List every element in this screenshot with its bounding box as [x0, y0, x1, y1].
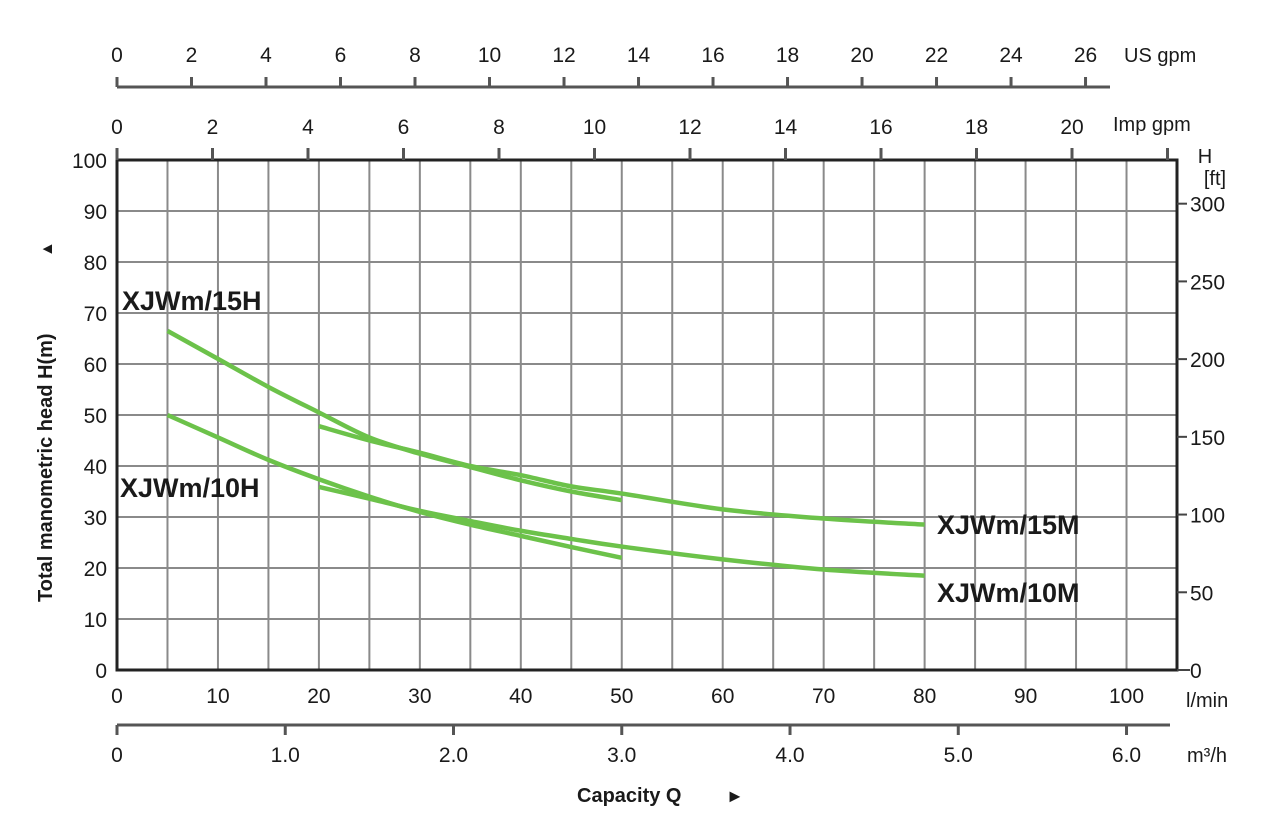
- x-tick-label: 70: [812, 685, 835, 708]
- usgpm-tick-label: 4: [260, 44, 272, 67]
- x-unit-m3h: m³/h: [1187, 745, 1227, 767]
- impgpm-tick-label: 10: [583, 116, 606, 139]
- hft-tick-label: 200: [1190, 349, 1225, 372]
- m3h-tick-label: 3.0: [607, 744, 636, 767]
- impgpm-tick-label: 0: [111, 116, 123, 139]
- y-tick-label: 50: [84, 405, 107, 428]
- m3h-tick-label: 2.0: [439, 744, 468, 767]
- y-unit-h: H: [1198, 146, 1212, 168]
- curves: [166, 328, 925, 578]
- m3h-tick-label: 6.0: [1112, 744, 1141, 767]
- impgpm-tick-label: 2: [207, 116, 219, 139]
- plot-frame: [115, 158, 1179, 672]
- x-tick-label: 80: [913, 685, 936, 708]
- y-tick-label: 30: [84, 507, 107, 530]
- usgpm-tick-label: 6: [335, 44, 347, 67]
- grid: [117, 160, 1177, 670]
- y-axis-arrow-icon: ▲: [39, 241, 56, 257]
- axes: 0 10 20 30 40 50 60 70 80 90 100010203040506070809…: [72, 44, 1225, 767]
- x-tick-label: 100: [1109, 685, 1144, 708]
- series-label-15h: XJWm/15H: [122, 286, 262, 316]
- usgpm-tick-label: 8: [409, 44, 421, 67]
- hft-tick-label: 300: [1190, 194, 1225, 217]
- impgpm-tick-label: 8: [493, 116, 505, 139]
- x-axis-title: Capacity Q: [577, 785, 681, 807]
- impgpm-tick-label: 14: [774, 116, 798, 139]
- series-label-15m: XJWm/15M: [937, 510, 1080, 540]
- m3h-tick-label: 4.0: [775, 744, 804, 767]
- m3h-tick-label: 5.0: [944, 744, 973, 767]
- impgpm-tick-label: 12: [678, 116, 701, 139]
- usgpm-tick-label: 16: [701, 44, 724, 67]
- y-tick-label: 0: [95, 660, 107, 683]
- y-unit-ft: [ft]: [1204, 168, 1226, 190]
- usgpm-tick-label: 24: [999, 44, 1023, 67]
- y-tick-label: 10: [84, 609, 107, 632]
- series-label-10h: XJWm/10H: [120, 473, 260, 503]
- hft-tick-label: 0: [1190, 660, 1202, 683]
- y-axis-title: Total manometric head H(m): [35, 333, 57, 602]
- y-tick-label: 40: [84, 456, 107, 479]
- usgpm-tick-label: 10: [478, 44, 501, 67]
- hft-tick-label: 150: [1190, 427, 1225, 450]
- x-tick-label: 50: [610, 685, 633, 708]
- series-label-10m: XJWm/10M: [937, 578, 1080, 608]
- x-axis-arrow-icon: ►: [726, 786, 744, 806]
- x-unit-impgpm: Imp gpm: [1113, 114, 1191, 136]
- y-tick-label: 20: [84, 558, 107, 581]
- impgpm-tick-label: 16: [869, 116, 892, 139]
- impgpm-tick-label: 18: [965, 116, 988, 139]
- hft-tick-label: 250: [1190, 271, 1225, 294]
- x-tick-label: 20: [307, 685, 330, 708]
- usgpm-tick-label: 18: [776, 44, 799, 67]
- usgpm-tick-label: 22: [925, 44, 948, 67]
- usgpm-tick-label: 20: [850, 44, 873, 67]
- hft-tick-label: 50: [1190, 582, 1213, 605]
- y-tick-label: 70: [84, 303, 107, 326]
- x-tick-label: 30: [408, 685, 431, 708]
- usgpm-tick-label: 14: [627, 44, 651, 67]
- curve-xjwm-15m: [318, 424, 925, 527]
- usgpm-tick-label: 12: [552, 44, 575, 67]
- curve-xjwm-10m: [318, 484, 925, 578]
- y-tick-label: 90: [84, 201, 107, 224]
- y-tick-label: 80: [84, 252, 107, 275]
- x-tick-label: 60: [711, 685, 734, 708]
- x-tick-label: 0: [111, 685, 123, 708]
- usgpm-tick-label: 26: [1074, 44, 1097, 67]
- impgpm-tick-label: 4: [302, 116, 314, 139]
- usgpm-tick-label: 2: [186, 44, 198, 67]
- m3h-tick-label: 1.0: [271, 744, 300, 767]
- y-tick-label: 100: [72, 150, 107, 173]
- x-unit-lmin: l/min: [1186, 690, 1228, 712]
- impgpm-tick-label: 6: [398, 116, 410, 139]
- y-tick-label: 60: [84, 354, 107, 377]
- x-tick-label: 10: [206, 685, 229, 708]
- usgpm-tick-label: 0: [111, 44, 123, 67]
- hft-tick-label: 100: [1190, 505, 1225, 528]
- x-tick-label: 90: [1014, 685, 1037, 708]
- m3h-tick-label: 0: [111, 744, 123, 767]
- impgpm-tick-label: 20: [1060, 116, 1083, 139]
- x-unit-usgpm: US gpm: [1124, 45, 1196, 67]
- x-tick-label: 40: [509, 685, 532, 708]
